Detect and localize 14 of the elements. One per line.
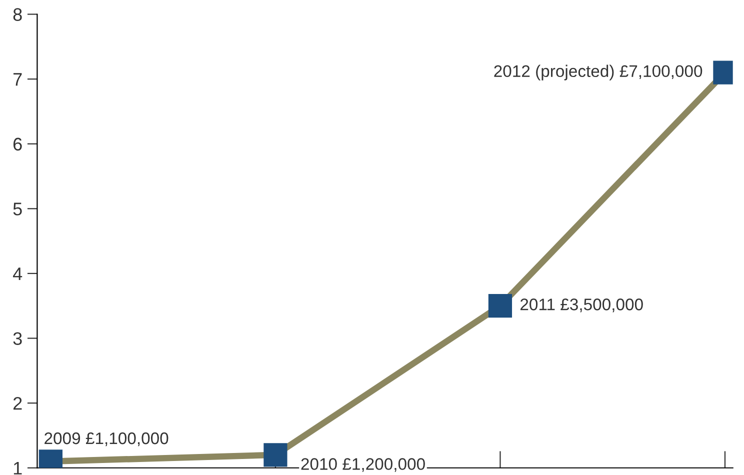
y-tick-label: 7 [14,73,22,86]
annotation: 2009 £1,100,000 [44,432,168,446]
y-tick-label: 4 [12,268,22,280]
y-tick-label: 5 [13,202,22,216]
annotation: 2010 £1,200,000 [301,458,425,472]
y-tick-label: 2 [13,397,22,410]
y-tick-label: 8 [13,8,22,21]
y-tick-label: 1 [14,462,22,474]
point [264,443,288,467]
annotation: 2011 £3,500,000 [520,298,643,312]
point [488,294,512,318]
annotation: 2012 (projected) £7,100,000 [494,64,702,80]
y-tick-label: 6 [13,138,22,151]
y-tick-label: 3 [13,332,22,345]
